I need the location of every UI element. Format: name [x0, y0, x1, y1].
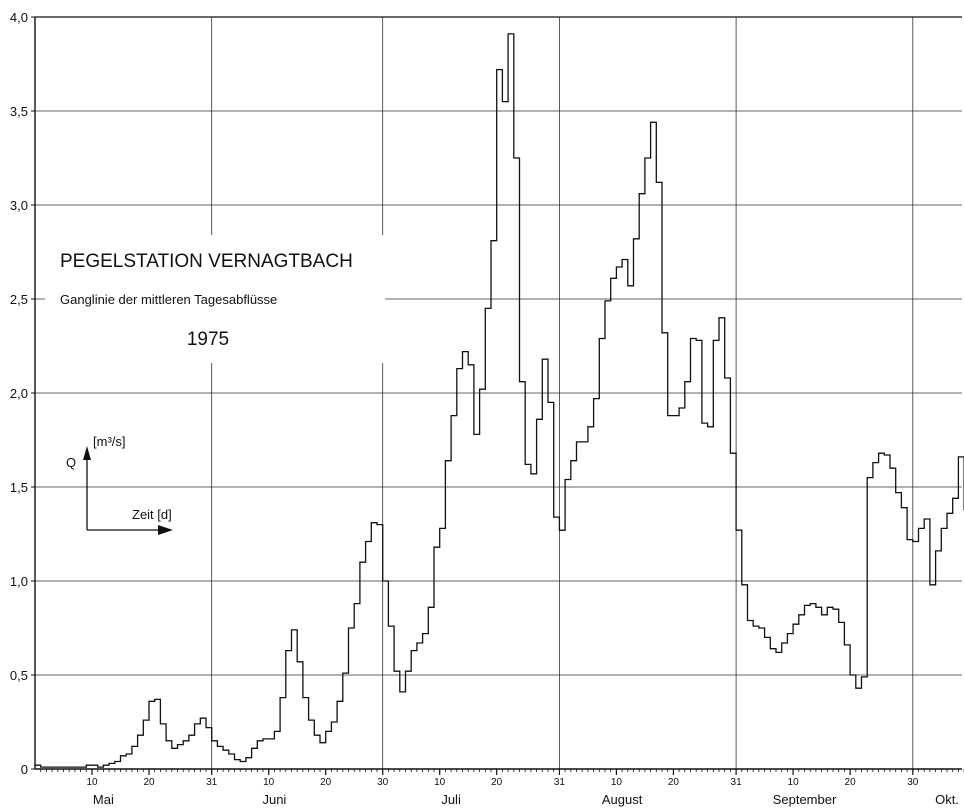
x-tick-label: 20: [845, 777, 857, 788]
discharge-step-line: [35, 33, 964, 768]
chart-title: PEGELSTATION VERNAGTBACH: [60, 251, 353, 272]
arrow-right-icon: [158, 525, 173, 535]
month-label: August: [602, 792, 643, 807]
axis-legend-unit-label: [m³/s]: [93, 434, 126, 449]
month-label: Okt.: [935, 792, 959, 807]
month-labels: Mai Juni Juli August September Okt.: [93, 792, 959, 807]
y-tick-label: 1,0: [10, 574, 28, 589]
y-tick-label: 3,0: [10, 198, 28, 213]
x-tick-label: 20: [491, 777, 503, 788]
grid-lines: [35, 16, 962, 769]
y-tick-label: 4,0: [10, 10, 28, 25]
x-axis-ticks: 10 20 31 10 20 30 10 20 31 10 20 31 10 20 30: [40, 769, 964, 788]
month-label: Juni: [262, 792, 286, 807]
x-tick-label: 30: [907, 777, 919, 788]
x-tick-label: 20: [668, 777, 680, 788]
x-tick-label: 31: [731, 777, 743, 788]
x-tick-label: 31: [206, 777, 218, 788]
axis-legend-time-label: Zeit [d]: [132, 507, 172, 522]
x-tick-label: 30: [377, 777, 389, 788]
month-label: September: [773, 792, 837, 807]
x-tick-label: 20: [143, 777, 155, 788]
y-tick-label: 3,5: [10, 104, 28, 119]
month-label: Juli: [441, 792, 461, 807]
x-tick-label: 10: [86, 777, 98, 788]
y-tick-label: 2,5: [10, 292, 28, 307]
y-tick-label: 0,5: [10, 668, 28, 683]
y-axis-ticks: 0 0,5 1,0 1,5 2,0 2,5 3,0 3,5 4,0: [10, 10, 35, 777]
x-tick-label: 10: [263, 777, 275, 788]
x-tick-label: 10: [611, 777, 623, 788]
x-tick-label: 20: [320, 777, 332, 788]
chart-subtitle: Ganglinie der mittleren Tagesabflüsse: [60, 292, 277, 307]
month-label: Mai: [93, 792, 114, 807]
axis-legend: Q [m³/s] Zeit [d]: [66, 434, 173, 535]
y-tick-label: 2,0: [10, 386, 28, 401]
discharge-series: [35, 33, 964, 768]
axis-legend-q-label: Q: [66, 455, 76, 470]
x-tick-label: 10: [434, 777, 446, 788]
title-box-mask: [45, 235, 385, 363]
y-tick-label: 0: [21, 762, 28, 777]
arrow-up-icon: [83, 446, 91, 460]
y-tick-label: 1,5: [10, 480, 28, 495]
x-tick-label: 31: [554, 777, 566, 788]
x-tick-label: 10: [788, 777, 800, 788]
chart-year: 1975: [187, 329, 229, 350]
